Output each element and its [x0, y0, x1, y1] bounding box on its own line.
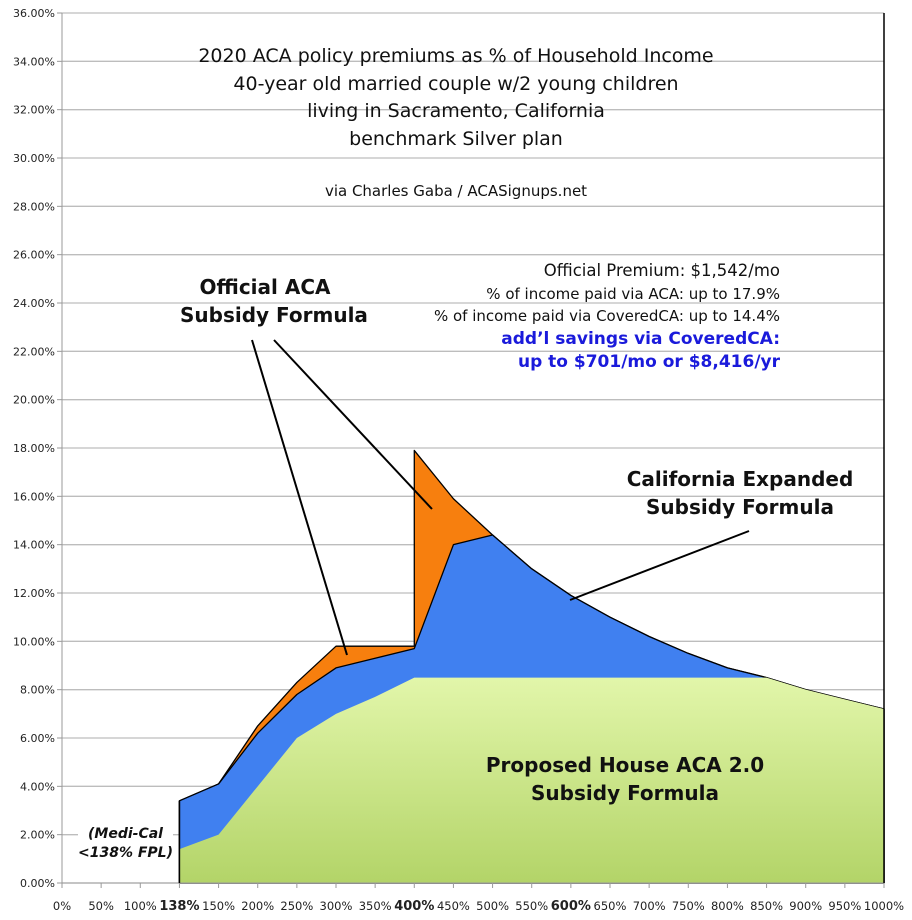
label-line: Subsidy Formula: [646, 495, 834, 519]
medi-cal-label: (Medi-Cal <138% FPL): [78, 825, 173, 863]
chart-title: 2020 ACA policy premiums as % of Househo…: [0, 43, 912, 153]
y-tick-label: 32.00%: [13, 104, 55, 117]
label-line: <138% FPL): [78, 845, 173, 861]
x-tick-label: 900%: [789, 899, 822, 913]
california-pointer-line: [569, 530, 750, 601]
y-tick-label: 4.00%: [20, 780, 55, 793]
label-line: Proposed House ACA 2.0: [485, 753, 765, 777]
savings-line-1: add’l savings via CoveredCA:: [501, 328, 780, 349]
area-proposed-house-aca-2-0-subsidy-formula: [179, 677, 884, 883]
y-tick-label: 0.00%: [20, 877, 55, 890]
savings-line-2: up to $701/mo or $8,416/yr: [517, 351, 780, 372]
y-tick-label: 14.00%: [13, 539, 55, 552]
label-line: California Expanded: [626, 467, 854, 491]
house-aca-label: Proposed House ACA 2.0 Subsidy Formula: [470, 751, 780, 807]
x-tick-label: 700%: [633, 899, 666, 913]
y-tick-label: 24.00%: [13, 297, 55, 310]
label-line: Subsidy Formula: [180, 303, 368, 327]
title-line-4: benchmark Silver plan: [349, 127, 563, 150]
x-tick-label: 200%: [241, 899, 274, 913]
x-tick-label: 300%: [320, 899, 353, 913]
y-tick-label: 8.00%: [20, 684, 55, 697]
y-tick-label: 22.00%: [13, 345, 55, 358]
california-label: California Expanded Subsidy Formula: [620, 465, 860, 521]
x-tick-label: 138%: [159, 899, 199, 914]
y-tick-label: 20.00%: [13, 394, 55, 407]
title-line-1: 2020 ACA policy premiums as % of Househo…: [198, 45, 714, 67]
x-tick-label: 150%: [202, 899, 235, 913]
y-tick-label: 26.00%: [13, 249, 55, 262]
aca-percent: % of income paid via ACA: up to 17.9%: [486, 284, 780, 303]
y-tick-label: 2.00%: [20, 829, 55, 842]
official-pointer-line-1: [251, 339, 348, 656]
x-tick-label: 950%: [828, 899, 861, 913]
x-tick-label: 100%: [124, 899, 157, 913]
x-tick-label: 0%: [53, 899, 71, 913]
x-tick-label: 600%: [551, 899, 591, 914]
official-pointer-line-2: [273, 339, 433, 510]
y-tick-label: 36.00%: [13, 7, 55, 20]
x-tick-label: 1000%: [864, 899, 904, 913]
x-tick-label: 350%: [359, 899, 392, 913]
premium-info: Official Premium: $1,542/mo % of income …: [434, 260, 780, 374]
coveredca-percent: % of income paid via CoveredCA: up to 14…: [433, 307, 780, 325]
y-tick-label: 18.00%: [13, 442, 55, 455]
x-tick-label: 850%: [750, 899, 783, 913]
y-tick-label: 10.00%: [13, 635, 55, 648]
label-line: (Medi-Cal: [88, 826, 163, 842]
x-tick-label: 250%: [280, 899, 313, 913]
x-tick-label: 50%: [88, 899, 114, 913]
x-tick-label: 450%: [437, 899, 470, 913]
label-line: Subsidy Formula: [531, 781, 719, 805]
x-tick-label: 500%: [476, 899, 509, 913]
y-tick-label: 34.00%: [13, 55, 55, 68]
y-tick-label: 28.00%: [13, 200, 55, 213]
y-tick-label: 16.00%: [13, 490, 55, 503]
title-line-2: 40-year old married couple w/2 young chi…: [233, 72, 679, 95]
official-premium: Official Premium: $1,542/mo: [543, 261, 780, 280]
x-tick-label: 800%: [711, 899, 744, 913]
x-tick-label: 550%: [515, 899, 548, 913]
y-tick-label: 6.00%: [20, 732, 55, 745]
y-tick-label: 30.00%: [13, 152, 55, 165]
x-tick-label: 750%: [672, 899, 705, 913]
official-aca-label: Official ACA Subsidy Formula: [180, 273, 368, 329]
label-line: Official ACA: [199, 275, 331, 299]
x-tick-label: 650%: [594, 899, 627, 913]
y-tick-label: 12.00%: [13, 587, 55, 600]
title-line-3: living in Sacramento, California: [307, 100, 605, 122]
chart-subtitle: via Charles Gaba / ACASignups.net: [324, 182, 588, 200]
x-tick-label: 400%: [394, 899, 434, 914]
